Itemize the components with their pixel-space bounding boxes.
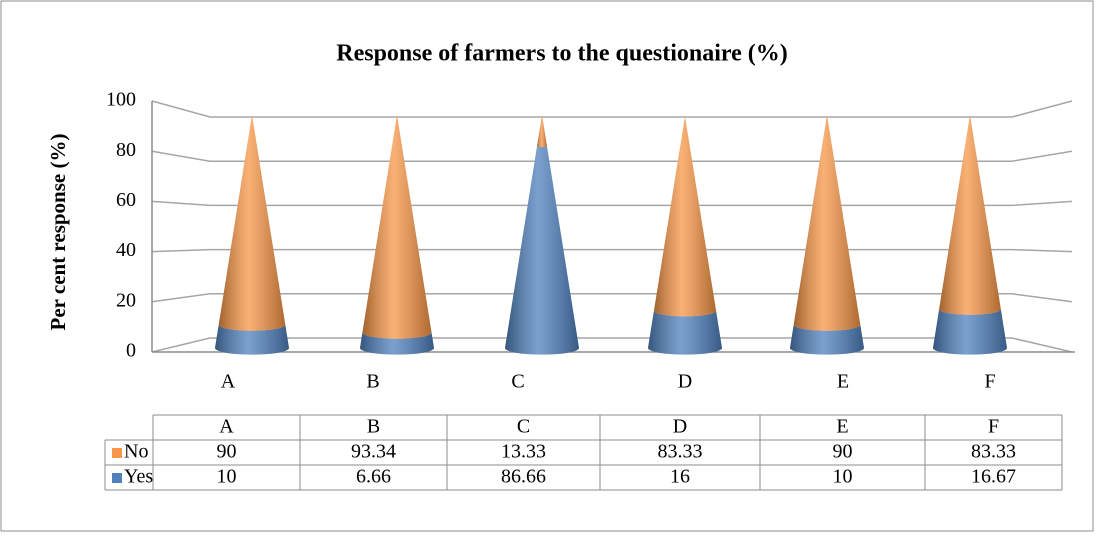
table-value: 16.67 [971,466,1016,488]
cone-shade [793,115,861,331]
cone-shade [360,332,434,355]
table-value: 16 [670,466,690,488]
cone-shade [648,310,722,355]
table-header: F [988,416,999,438]
x-tick-label: C [511,371,524,393]
grid-line [151,337,1073,353]
y-tick-label: 80 [116,139,136,161]
cone-shade [790,324,864,355]
table-value: 83.33 [971,441,1016,463]
table-value: 6.66 [356,466,391,488]
cone-shade [218,115,286,331]
cone-shade [939,115,1001,315]
cone-shade [215,324,289,355]
table-header: B [367,416,380,438]
legend-key [112,473,122,483]
cone-shade [933,309,1007,355]
legend-label: No [124,441,148,463]
cone-shade [362,115,432,339]
cone-shade [653,116,717,317]
table-value: 10 [833,466,853,488]
table-value: 13.33 [501,441,546,463]
grid-line [151,293,1073,303]
y-tick-label: 40 [116,239,136,261]
chart-title: Response of farmers to the questionaire … [336,41,788,67]
y-tick-label: 100 [106,89,136,111]
grid-line [151,150,1073,162]
y-tick-label: 0 [126,340,136,362]
cone-shade [505,146,579,355]
grid-line [151,100,1073,118]
table-header: C [517,416,530,438]
grid-line [151,248,1073,253]
x-tick-label: F [984,371,995,393]
table-value: 10 [217,466,237,488]
table-header: D [673,416,687,438]
x-tick-label: B [366,371,379,393]
table-value: 83.33 [658,441,703,463]
table-value: 86.66 [501,466,546,488]
table-header: E [836,416,848,438]
table-header: A [219,416,234,438]
legend-label: Yes [124,466,153,488]
table-value: 93.34 [351,441,396,463]
y-tick-label: 60 [116,189,136,211]
table-value: 90 [833,441,853,463]
y-axis-label: Per cent response (%) [46,134,70,331]
x-tick-label: D [678,371,692,393]
x-tick-label: E [837,371,849,393]
x-tick-label: A [221,371,236,393]
table-value: 90 [217,441,237,463]
legend-key [112,448,122,458]
grid-line [151,200,1073,207]
cone-shade [537,115,547,147]
y-tick-label: 20 [116,289,136,311]
